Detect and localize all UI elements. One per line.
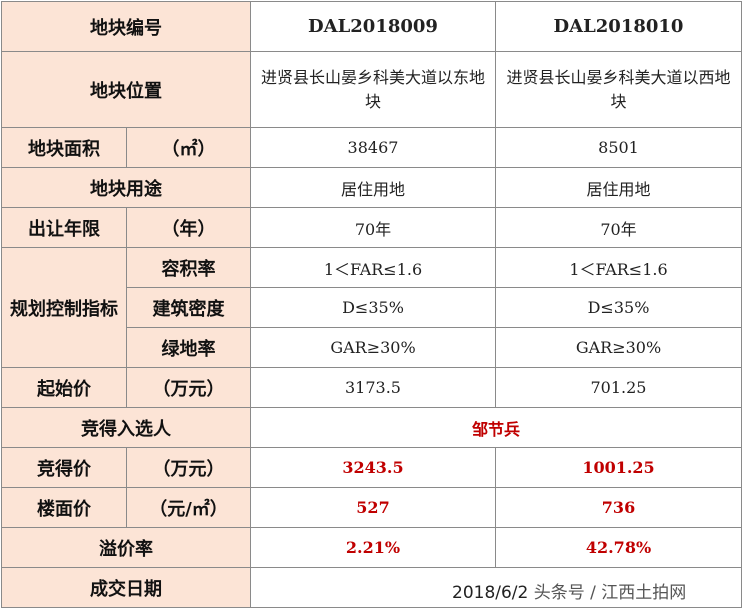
planning-label: 规划控制指标 <box>1 247 127 368</box>
row-bidder: 竞得入选人 邹节兵 <box>1 407 742 448</box>
area-label: 地块面积 <box>1 127 127 168</box>
term-unit: （年） <box>126 207 251 248</box>
row-usage: 地块用途 居住用地 居住用地 <box>1 167 742 208</box>
area-2: 8501 <box>495 127 742 168</box>
premium-label: 溢价率 <box>1 527 251 568</box>
far-2: 1＜FAR≤1.6 <box>495 247 742 288</box>
start-price-2: 701.25 <box>495 367 742 408</box>
plot-no-1: DAL2018009 <box>250 1 496 52</box>
floor-price-unit: （元/㎡） <box>126 487 251 528</box>
deal-date-watermark: 2018/6/2 头条号 / 江西土拍网 <box>452 578 686 603</box>
plot-no-2: DAL2018010 <box>495 1 742 52</box>
term-1: 70年 <box>250 207 496 248</box>
source-watermark: 头条号 / 江西土拍网 <box>533 583 687 603</box>
location-1: 进贤县长山晏乡科美大道以东地块 <box>250 51 496 128</box>
win-price-label: 竞得价 <box>1 447 127 488</box>
floor-price-2: 736 <box>495 487 742 528</box>
row-win-price: 竞得价 （万元） 3243.5 1001.25 <box>1 447 742 488</box>
start-price-unit: （万元） <box>126 367 251 408</box>
location-label: 地块位置 <box>1 51 251 128</box>
location-2: 进贤县长山晏乡科美大道以西地块 <box>495 51 742 128</box>
green-label: 绿地率 <box>126 327 251 368</box>
density-1: D≤35% <box>250 287 496 328</box>
win-price-2: 1001.25 <box>495 447 742 488</box>
row-density: 建筑密度 D≤35% D≤35% <box>2 287 742 328</box>
area-unit: （㎡） <box>126 127 251 168</box>
term-label: 出让年限 <box>1 207 127 248</box>
green-2: GAR≥30% <box>495 327 742 368</box>
deal-date-cell <box>250 567 742 608</box>
row-green: 绿地率 GAR≥30% GAR≥30% <box>2 327 742 368</box>
premium-2: 42.78% <box>495 527 742 568</box>
plot-no-label: 地块编号 <box>1 1 251 52</box>
row-deal-date: 成交日期 <box>1 567 742 608</box>
far-1: 1＜FAR≤1.6 <box>250 247 496 288</box>
start-price-1: 3173.5 <box>250 367 496 408</box>
floor-price-label: 楼面价 <box>1 487 127 528</box>
green-1: GAR≥30% <box>250 327 496 368</box>
row-start-price: 起始价 （万元） 3173.5 701.25 <box>1 367 742 408</box>
term-2: 70年 <box>495 207 742 248</box>
row-location: 地块位置 进贤县长山晏乡科美大道以东地块 进贤县长山晏乡科美大道以西地块 <box>1 51 742 128</box>
deal-date-value: 2018/6/2 <box>452 583 529 603</box>
deal-date-label: 成交日期 <box>1 567 251 608</box>
far-label: 容积率 <box>126 247 251 288</box>
density-label: 建筑密度 <box>126 287 251 328</box>
row-term: 出让年限 （年） 70年 70年 <box>1 207 742 248</box>
row-premium: 溢价率 2.21% 42.78% <box>1 527 742 568</box>
usage-2: 居住用地 <box>495 167 742 208</box>
row-plot-no: 地块编号 DAL2018009 DAL2018010 <box>1 1 742 52</box>
row-area: 地块面积 （㎡） 38467 8501 <box>1 127 742 168</box>
area-1: 38467 <box>250 127 496 168</box>
floor-price-1: 527 <box>250 487 496 528</box>
row-far: 规划控制指标 容积率 1＜FAR≤1.6 1＜FAR≤1.6 <box>1 247 742 368</box>
density-2: D≤35% <box>495 287 742 328</box>
win-price-1: 3243.5 <box>250 447 496 488</box>
win-price-unit: （万元） <box>126 447 251 488</box>
bidder-name: 邹节兵 <box>250 407 742 448</box>
usage-label: 地块用途 <box>1 167 251 208</box>
row-floor-price: 楼面价 （元/㎡） 527 736 <box>1 487 742 528</box>
premium-1: 2.21% <box>250 527 496 568</box>
usage-1: 居住用地 <box>250 167 496 208</box>
start-price-label: 起始价 <box>1 367 127 408</box>
bidder-label: 竞得入选人 <box>1 407 251 448</box>
